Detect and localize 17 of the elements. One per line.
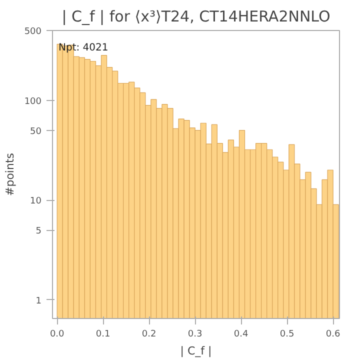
y-axis-title: #points [3, 152, 16, 196]
x-axis-title: | C_f | [180, 344, 212, 358]
x-tick-label: 0.6 [326, 330, 340, 340]
y-tick-label: 10 [30, 196, 42, 207]
annotation: Npt: 4021 [58, 42, 108, 54]
x-tick-label: 0.2 [142, 330, 156, 340]
y-tick-label: 5 [36, 226, 42, 237]
chart-title: | C_f | for ⟨x³⟩T24, CT14HERA2NNLO [62, 8, 330, 26]
x-tick-label: 0.5 [280, 330, 294, 340]
y-tick-label: 500 [24, 27, 42, 37]
x-tick-label: 0.4 [234, 330, 249, 340]
y-tick-label: 50 [30, 126, 42, 137]
x-tick-label: 0.1 [96, 330, 110, 340]
y-tick-label: 100 [24, 96, 42, 107]
y-tick-label: 1 [36, 296, 42, 306]
x-tick-label: 0.0 [50, 330, 65, 340]
x-tick-label: 0.3 [188, 330, 202, 340]
